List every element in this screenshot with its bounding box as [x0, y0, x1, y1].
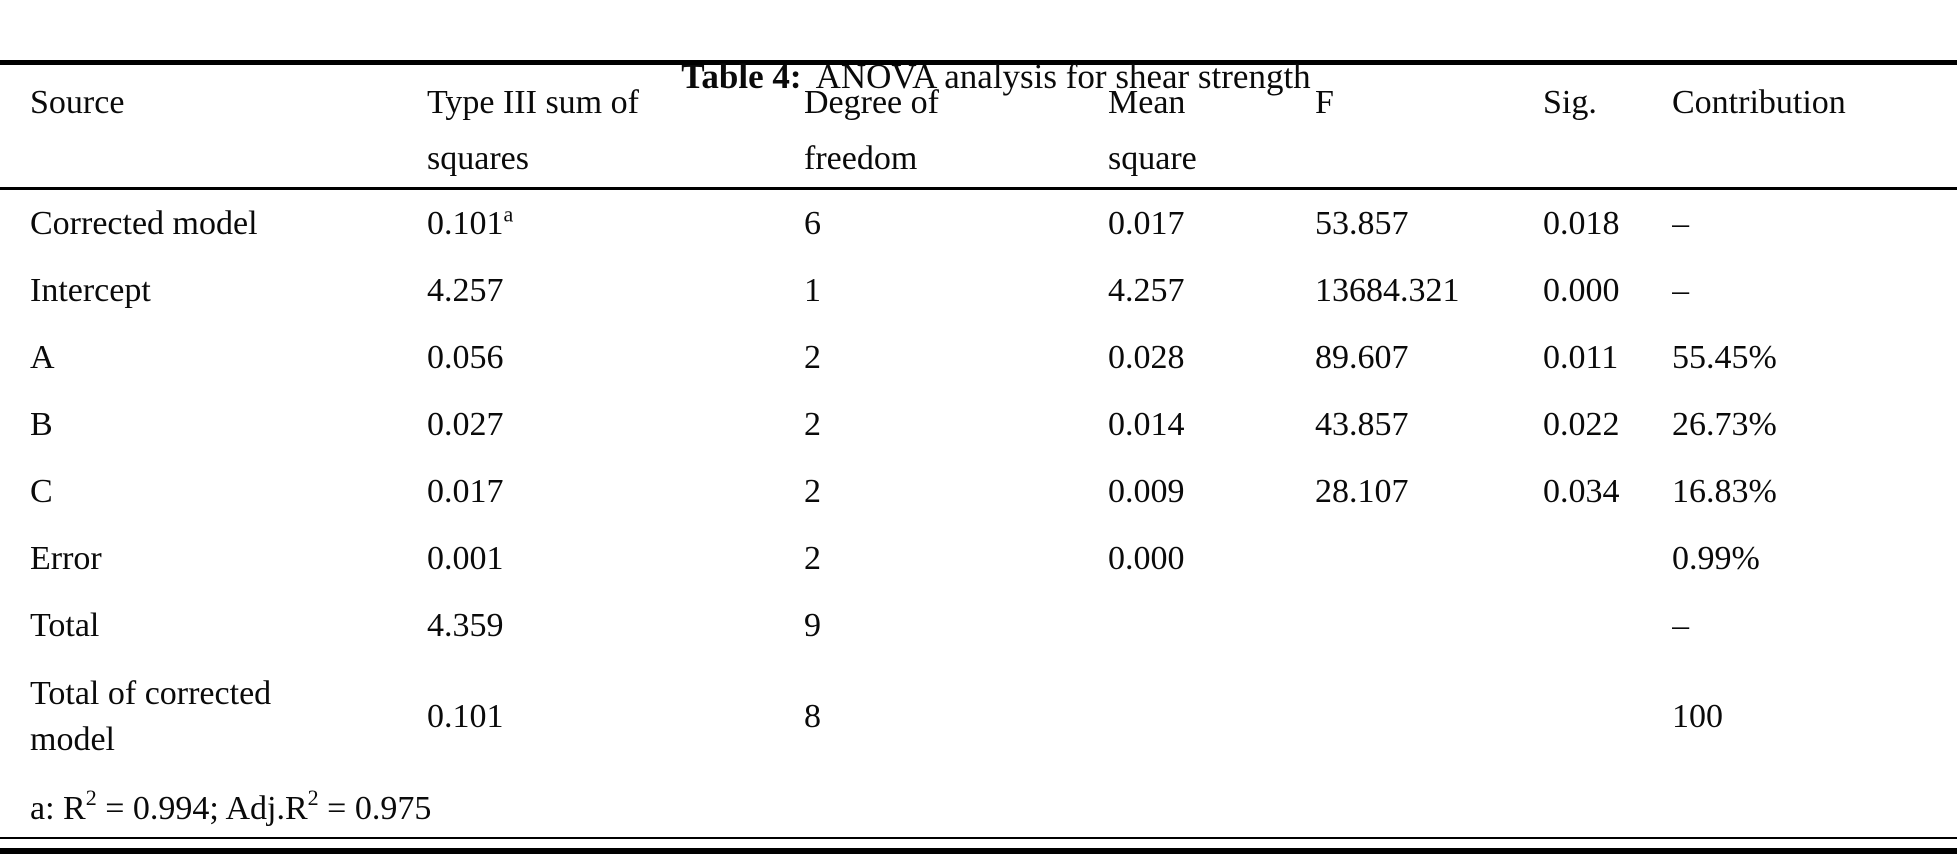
cell-source: Intercept: [30, 271, 151, 309]
cell-mean-square: 0.009: [1108, 472, 1185, 510]
cell-mean-square: 0.000: [1108, 539, 1185, 577]
cell-mean-square: 4.257: [1108, 271, 1185, 309]
cell-sum-of-squares: 0.056: [427, 338, 504, 376]
table-caption: Table 4: ANOVA analysis for shear strengt…: [0, 0, 1957, 96]
cell-source: A: [30, 338, 55, 376]
table-row: B 0.027 2 0.014 43.857 0.022 26.73%: [0, 391, 1957, 458]
r-squared-exponent: 2: [85, 785, 97, 810]
table-row: C 0.017 2 0.009 28.107 0.034 16.83%: [0, 458, 1957, 525]
cell-degree-of-freedom: 8: [804, 698, 821, 735]
cell-f-value: 89.607: [1315, 338, 1409, 376]
table-header-row: Source Type III sum of squares Degree of…: [0, 65, 1957, 189]
anova-table: Source Type III sum of squares Degree of…: [0, 65, 1957, 775]
cell-contribution: 16.83%: [1672, 472, 1777, 510]
column-header-sig: Sig.: [1543, 84, 1597, 121]
cell-degree-of-freedom: 2: [804, 539, 821, 577]
cell-contribution: 100: [1672, 698, 1723, 735]
cell-mean-square: 0.028: [1108, 338, 1185, 376]
column-header-source: Source: [30, 84, 125, 121]
column-header-type-iii-sum-of-squares: Type III sum of squares: [427, 84, 639, 177]
cell-source: Error: [30, 539, 102, 577]
cell-mean-square: [1108, 659, 1315, 775]
cell-sum-of-squares: 4.359: [427, 606, 504, 644]
table-header: Source Type III sum of squares Degree of…: [0, 65, 1957, 189]
cell-f-value: 28.107: [1315, 472, 1409, 510]
cell-source: B: [30, 405, 53, 443]
column-header-degree-of-freedom: Degree of freedom: [804, 84, 939, 177]
cell-contribution: –: [1672, 606, 1689, 644]
table-caption-label: Table 4:: [681, 57, 802, 96]
adj-r-squared-exponent: 2: [307, 785, 319, 810]
cell-contribution: –: [1672, 204, 1689, 242]
table-bottom-rule: [0, 848, 1957, 854]
table-row: Corrected model 0.101a 6 0.017 53.857 0.…: [0, 189, 1957, 258]
column-header-contribution: Contribution: [1672, 84, 1846, 121]
cell-sum-of-squares: 0.101: [427, 698, 504, 735]
table-row: A 0.056 2 0.028 89.607 0.011 55.45%: [0, 324, 1957, 391]
bottom-rule-gap: [0, 839, 1957, 848]
cell-mean-square: [1108, 592, 1315, 659]
cell-sum-of-squares: 0.017: [427, 472, 504, 510]
cell-source: C: [30, 472, 53, 510]
cell-f-value: 13684.321: [1315, 271, 1460, 309]
cell-contribution: –: [1672, 271, 1689, 309]
table-row: Total 4.359 9 –: [0, 592, 1957, 659]
cell-sig: 0.000: [1543, 271, 1620, 309]
cell-sig: 0.011: [1543, 338, 1619, 376]
table-row: Error 0.001 2 0.000 0.99%: [0, 525, 1957, 592]
cell-sum-of-squares: 0.001: [427, 539, 504, 577]
footnote-marker-superscript: a: [503, 201, 514, 227]
cell-sig: [1543, 525, 1672, 592]
cell-sum-of-squares: 0.027: [427, 405, 504, 443]
cell-mean-square: 0.017: [1108, 204, 1185, 242]
cell-sig: [1543, 659, 1672, 775]
cell-degree-of-freedom: 2: [804, 472, 821, 510]
footnote-prefix: a: R: [30, 790, 86, 827]
cell-degree-of-freedom: 1: [804, 271, 821, 309]
table-row: Total of corrected model 0.101 8 100: [0, 659, 1957, 775]
cell-sig: [1543, 592, 1672, 659]
cell-f-value: [1315, 659, 1543, 775]
table-row: Intercept 4.257 1 4.257 13684.321 0.000 …: [0, 257, 1957, 324]
table-footnote: a: R2 = 0.994; Adj.R2 = 0.975: [0, 775, 1957, 839]
cell-contribution: 55.45%: [1672, 338, 1777, 376]
cell-degree-of-freedom: 2: [804, 405, 821, 443]
table-caption-text: ANOVA analysis for shear strength: [815, 57, 1311, 96]
cell-sig: 0.022: [1543, 405, 1620, 443]
column-header-f: F: [1315, 84, 1334, 121]
cell-f-value: [1315, 525, 1543, 592]
column-header-mean-square: Mean square: [1108, 84, 1197, 177]
cell-source: Corrected model: [30, 204, 258, 242]
cell-degree-of-freedom: 6: [804, 204, 821, 242]
cell-contribution: 26.73%: [1672, 405, 1777, 443]
footnote-suffix: = 0.975: [318, 790, 432, 827]
table-body: Corrected model 0.101a 6 0.017 53.857 0.…: [0, 189, 1957, 776]
cell-mean-square: 0.014: [1108, 405, 1185, 443]
cell-source: Total of corrected model: [30, 675, 272, 758]
footnote-mid: = 0.994; Adj.R: [96, 790, 308, 827]
table-top-rule: [0, 60, 1957, 65]
cell-sig: 0.018: [1543, 204, 1620, 242]
cell-f-value: [1315, 592, 1543, 659]
cell-sum-of-squares: 4.257: [427, 271, 504, 309]
cell-contribution: 0.99%: [1672, 539, 1760, 577]
cell-degree-of-freedom: 9: [804, 606, 821, 644]
cell-sum-of-squares: 0.101a: [427, 201, 514, 242]
cell-source: Total: [30, 606, 100, 644]
cell-f-value: 53.857: [1315, 204, 1409, 242]
cell-f-value: 43.857: [1315, 405, 1409, 443]
cell-degree-of-freedom: 2: [804, 338, 821, 376]
cell-sig: 0.034: [1543, 472, 1620, 510]
